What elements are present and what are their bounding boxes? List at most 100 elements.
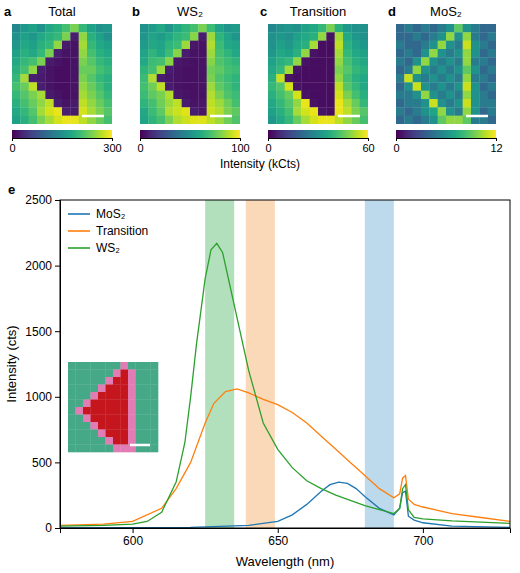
panel-letter: b: [132, 4, 140, 19]
heatmap-cell: [87, 82, 96, 91]
heatmap-cell: [335, 32, 344, 41]
heatmap-cell: [148, 24, 157, 33]
inset-cell: [136, 415, 144, 423]
heatmap-cell: [360, 107, 368, 116]
heatmap-cell: [198, 107, 207, 116]
inset-cell: [151, 437, 159, 445]
y-axis-line: [55, 201, 61, 529]
heatmap-cell: [326, 49, 335, 58]
inset-cell: [143, 430, 151, 438]
highlight-band: [246, 200, 275, 528]
heatmap-cell: [293, 91, 302, 100]
inset-cell: [83, 430, 91, 438]
heatmap-cell: [173, 57, 182, 66]
heatmap-cell: [351, 41, 360, 50]
colorbar-tick: 0: [265, 138, 271, 154]
colorbar-tick-mark: [240, 138, 241, 141]
heatmap-cell: [488, 74, 496, 83]
heatmap-cell: [12, 99, 21, 108]
y-tick-mark: [55, 528, 60, 529]
heatmap-cell: [360, 66, 368, 75]
heatmap-cell: [479, 99, 488, 108]
heatmap-cell: [343, 66, 352, 75]
heatmap-cell: [454, 57, 463, 66]
heatmap-cell: [12, 66, 21, 75]
heatmap-cell: [45, 41, 54, 50]
inset-cell: [68, 415, 76, 423]
heatmap-cell: [335, 66, 344, 75]
heatmap-cell: [326, 32, 335, 41]
heatmap-cell: [37, 41, 46, 50]
heatmap-cell: [87, 74, 96, 83]
heatmap-cell: [454, 49, 463, 58]
heatmap: [12, 24, 112, 124]
heatmap-cell: [326, 41, 335, 50]
heatmap-cell: [45, 107, 54, 116]
heatmap-cell: [198, 99, 207, 108]
y-tick-mark: [55, 266, 60, 267]
heatmap-cell: [45, 99, 54, 108]
heatmap-cell: [318, 41, 327, 50]
heatmap-cell: [20, 66, 29, 75]
heatmap-cell: [343, 57, 352, 66]
heatmap-cell: [223, 74, 232, 83]
heatmap: [396, 24, 496, 124]
heatmap-cell: [429, 41, 438, 50]
heatmap-cell: [215, 99, 224, 108]
heatmap-cell: [95, 99, 104, 108]
heatmap-cell: [421, 82, 430, 91]
inset-cell: [83, 377, 91, 385]
inset-cell: [83, 362, 91, 370]
heatmap-cell: [70, 57, 79, 66]
heatmap-cell: [404, 82, 413, 91]
heatmap-cell: [29, 74, 38, 83]
heatmap-cell: [413, 41, 422, 50]
heatmap-cell: [70, 24, 79, 33]
heatmap-cell: [438, 82, 447, 91]
heatmap-cell: [479, 57, 488, 66]
heatmap-cell: [429, 91, 438, 100]
heatmap-cell: [293, 24, 302, 33]
heatmap-cell: [413, 32, 422, 41]
heatmap-cell: [429, 32, 438, 41]
heatmap-cell: [268, 49, 277, 58]
heatmap-cell: [360, 32, 368, 41]
heatmap-cell: [413, 91, 422, 100]
heatmap-cell: [87, 91, 96, 100]
heatmap-cell: [268, 41, 277, 50]
heatmap-cell: [104, 32, 112, 41]
inset-cell: [76, 415, 84, 423]
heatmap-cell: [165, 24, 174, 33]
colorbar: [268, 130, 368, 138]
inset-cell: [121, 370, 129, 378]
heatmap-cell: [54, 99, 63, 108]
heatmap-cell: [165, 82, 174, 91]
heatmap-cell: [198, 41, 207, 50]
colorbar-tick-label: 0: [9, 142, 15, 154]
heatmap-cell: [335, 82, 344, 91]
heatmap-cell: [454, 116, 463, 124]
x-tick: 650: [268, 528, 288, 548]
heatmap-cell: [479, 32, 488, 41]
heatmap-cell: [29, 99, 38, 108]
heatmap-cell: [45, 49, 54, 58]
heatmap-cell: [29, 32, 38, 41]
heatmap-cell: [95, 82, 104, 91]
heatmap-cell: [396, 57, 405, 66]
heatmap-cell: [140, 66, 149, 75]
heatmap-cell: [104, 24, 112, 33]
heatmap-cell: [471, 107, 480, 116]
heatmap-cell: [396, 82, 405, 91]
heatmap-cell: [479, 91, 488, 100]
heatmap-cell: [157, 99, 166, 108]
heatmap-cell: [95, 24, 104, 33]
heatmap-cell: [70, 99, 79, 108]
heatmap-cell: [471, 49, 480, 58]
heatmap-cell: [79, 57, 88, 66]
colorbar-axis: 0100: [137, 138, 249, 154]
heatmap-cell: [454, 66, 463, 75]
inset-cell: [151, 400, 159, 408]
heatmap-cell: [285, 57, 294, 66]
heatmap-cell: [87, 99, 96, 108]
panel-letter: e: [8, 182, 15, 197]
